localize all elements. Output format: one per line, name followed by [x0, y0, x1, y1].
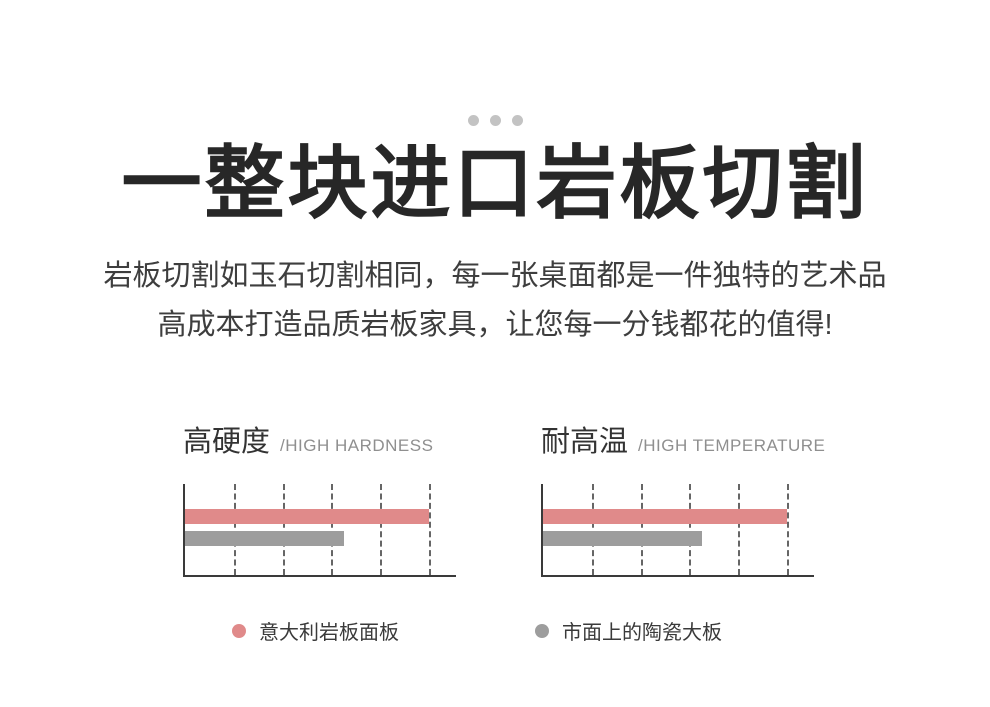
- decor-dot: [467, 115, 479, 126]
- gridline: [233, 484, 236, 575]
- chart-temperature-plot: [541, 484, 814, 577]
- bar-ceramic: [185, 531, 344, 546]
- subtitle-line-2: 高成本打造品质岩板家具，让您每一分钱都花的值得!: [157, 309, 833, 341]
- chart-hardness: 高硬度 /HIGH HARDNESS: [183, 418, 473, 577]
- gridline: [786, 484, 789, 575]
- legend-item-rock-slab: 意大利岩板面板: [232, 616, 399, 645]
- legend-label-rock-slab: 意大利岩板面板: [259, 622, 399, 644]
- gridline: [689, 484, 692, 575]
- decor-dots: [0, 115, 990, 126]
- chart-hardness-title-en: /HIGH HARDNESS: [280, 436, 434, 455]
- legend-dot-gray: [535, 623, 549, 638]
- chart-hardness-plot: [183, 484, 456, 577]
- decor-dot: [511, 115, 523, 126]
- gridline: [591, 484, 594, 575]
- chart-temperature: 耐高温 /HIGH TEMPERATURE: [541, 418, 831, 577]
- chart-temperature-title-en: /HIGH TEMPERATURE: [638, 436, 826, 455]
- subtitle-block: 岩板切割如玉石切割相同，每一张桌面都是一件独特的艺术品 高成本打造品质岩板家具，…: [0, 252, 990, 350]
- gridline: [640, 484, 643, 575]
- chart-temperature-title-cn: 耐高温: [541, 426, 629, 458]
- gridline: [428, 484, 431, 575]
- bar-rock-slab: [185, 509, 429, 524]
- gridline: [738, 484, 741, 575]
- legend-label-ceramic: 市面上的陶瓷大板: [562, 622, 722, 644]
- chart-hardness-header: 高硬度 /HIGH HARDNESS: [183, 418, 473, 460]
- legend-item-ceramic: 市面上的陶瓷大板: [535, 616, 722, 645]
- decor-dot: [489, 115, 501, 126]
- page-title: 一整块进口岩板切割: [121, 139, 869, 228]
- legend-dot-red: [232, 623, 246, 638]
- subtitle-line-1: 岩板切割如玉石切割相同，每一张桌面都是一件独特的艺术品: [103, 260, 887, 292]
- chart-hardness-title-cn: 高硬度: [183, 426, 271, 458]
- gridline: [380, 484, 383, 575]
- bar-ceramic: [543, 531, 702, 546]
- bar-rock-slab: [543, 509, 787, 524]
- gridline: [282, 484, 285, 575]
- chart-temperature-header: 耐高温 /HIGH TEMPERATURE: [541, 418, 831, 460]
- gridline: [331, 484, 334, 575]
